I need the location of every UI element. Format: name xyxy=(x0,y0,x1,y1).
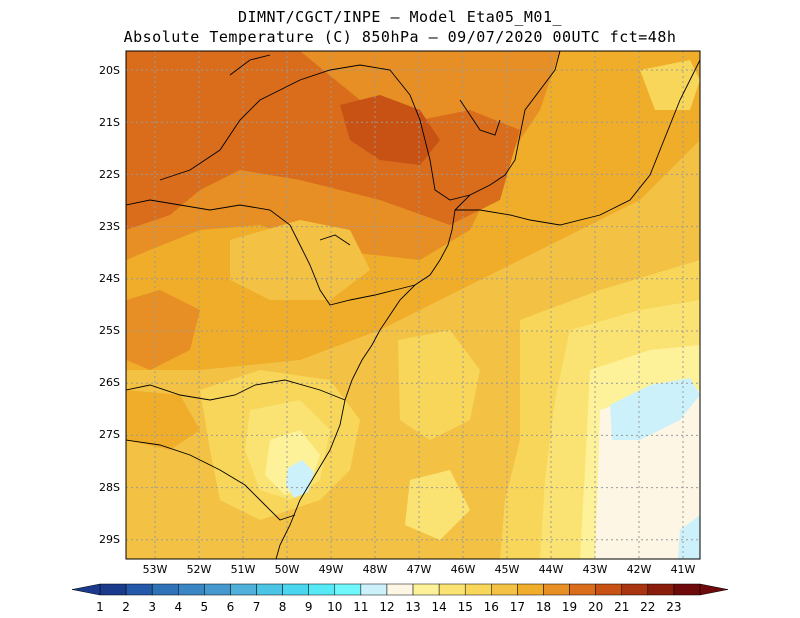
colorbar-label: 22 xyxy=(640,600,655,614)
coastline-and-borders xyxy=(126,51,700,559)
lat-label: 24S xyxy=(99,272,120,285)
lon-label: 48W xyxy=(363,563,388,576)
colorbar-swatch xyxy=(125,583,153,596)
colorbar-label: 18 xyxy=(536,600,551,614)
map-frame xyxy=(125,50,701,560)
lat-label: 21S xyxy=(99,116,120,129)
colorbar-swatch xyxy=(360,583,388,596)
lat-label: 23S xyxy=(99,220,120,233)
lat-label: 27S xyxy=(99,428,120,441)
colorbar-label: 3 xyxy=(148,600,156,614)
colorbar-swatch xyxy=(673,583,701,596)
colorbar-label: 6 xyxy=(227,600,235,614)
colorbar-swatch xyxy=(308,583,336,596)
lon-label: 49W xyxy=(319,563,344,576)
colorbar-label: 16 xyxy=(484,600,499,614)
lon-label: 52W xyxy=(187,563,212,576)
colorbar-swatch xyxy=(647,583,675,596)
colorbar-label: 15 xyxy=(458,600,473,614)
colorbar-label: 4 xyxy=(174,600,182,614)
longitude-labels: 53W 52W 51W 50W 49W 48W 47W 46W 45W 44W … xyxy=(143,563,696,576)
lat-label: 25S xyxy=(99,324,120,337)
graticule xyxy=(126,51,700,559)
colorbar-label: 10 xyxy=(327,600,342,614)
latitude-labels: 20S 21S 22S 23S 24S 25S 26S 27S 28S 29S xyxy=(99,64,120,546)
lon-label: 42W xyxy=(627,563,652,576)
lon-label: 45W xyxy=(495,563,520,576)
colorbar-label: 9 xyxy=(305,600,313,614)
map-title-line1: DIMNT/CGCT/INPE – Model Eta05_M01_ xyxy=(237,8,563,26)
colorbar-swatch xyxy=(178,583,205,596)
lon-label: 41W xyxy=(671,563,696,576)
lat-label: 28S xyxy=(99,481,120,494)
colorbar-right-arrow xyxy=(699,583,729,596)
colorbar-swatch xyxy=(151,583,179,596)
lon-label: 53W xyxy=(143,563,168,576)
lat-label: 29S xyxy=(99,533,120,546)
lat-label: 26S xyxy=(99,376,120,389)
colorbar-label: 1 xyxy=(96,600,104,614)
colorbar-swatch xyxy=(595,583,622,596)
colorbar-swatch xyxy=(334,583,362,596)
map-title-line2: Absolute Temperature (C) 850hPa – 09/07/… xyxy=(123,28,677,46)
colorbar-left-arrow xyxy=(71,583,101,596)
colorbar-label: 8 xyxy=(279,600,287,614)
lon-label: 43W xyxy=(583,563,608,576)
colorbar-swatch xyxy=(256,583,283,596)
lat-label: 22S xyxy=(99,168,120,181)
colorbar xyxy=(71,583,729,596)
colorbar-swatch xyxy=(282,583,309,596)
colorbar-labels: 1 2 3 4 5 6 7 8 9 10 11 12 13 14 15 16 17 18 19 20 21 22 23 xyxy=(96,600,681,614)
colorbar-swatch xyxy=(569,583,596,596)
colorbar-label: 23 xyxy=(666,600,681,614)
colorbar-swatch xyxy=(438,583,466,596)
colorbar-swatch xyxy=(464,583,492,596)
colorbar-swatch xyxy=(99,583,127,596)
colorbar-label: 20 xyxy=(588,600,603,614)
colorbar-swatch xyxy=(204,583,231,596)
colorbar-swatch xyxy=(621,583,649,596)
colorbar-label: 12 xyxy=(379,600,394,614)
colorbar-label: 21 xyxy=(614,600,629,614)
colorbar-label: 2 xyxy=(122,600,130,614)
colorbar-swatch xyxy=(517,583,544,596)
lon-label: 47W xyxy=(407,563,432,576)
lon-label: 44W xyxy=(539,563,564,576)
colorbar-label: 7 xyxy=(253,600,261,614)
colorbar-swatch xyxy=(491,583,518,596)
lon-label: 50W xyxy=(275,563,300,576)
colorbar-label: 5 xyxy=(201,600,209,614)
temperature-field xyxy=(126,51,700,559)
colorbar-swatch xyxy=(386,583,414,596)
colorbar-label: 13 xyxy=(405,600,420,614)
lat-label: 20S xyxy=(99,64,120,77)
colorbar-label: 11 xyxy=(353,600,368,614)
lon-label: 51W xyxy=(231,563,256,576)
colorbar-swatch xyxy=(230,583,257,596)
colorbar-swatch xyxy=(543,583,570,596)
colorbar-label: 19 xyxy=(562,600,577,614)
colorbar-label: 14 xyxy=(431,600,446,614)
lon-label: 46W xyxy=(451,563,476,576)
colorbar-swatch xyxy=(412,583,440,596)
colorbar-label: 17 xyxy=(510,600,525,614)
